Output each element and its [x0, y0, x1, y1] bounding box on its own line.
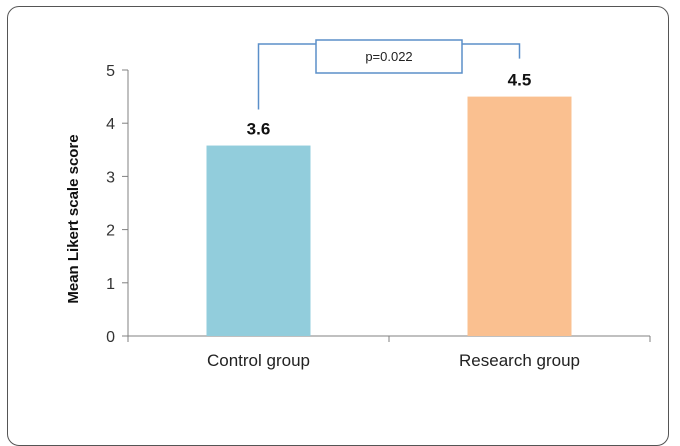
significance-annotation: p=0.022: [257, 39, 521, 110]
y-axis-title: Mean Likert scale score: [65, 134, 82, 303]
bar-value-label: 4.5: [508, 71, 532, 90]
bar-value-label: 3.6: [247, 120, 271, 139]
y-tick-label: 5: [106, 63, 115, 80]
data-labels: 3.6 4.5: [247, 71, 532, 139]
y-tick-label: 4: [106, 116, 115, 133]
x-axis: Control group Research group: [127, 335, 651, 370]
p-value-box: [315, 39, 463, 74]
y-axis: 0 1 2 3 4 5: [106, 63, 129, 346]
x-tick-label: Research group: [459, 351, 580, 370]
bar: [206, 145, 311, 336]
x-tick-label: Control group: [207, 351, 310, 370]
y-tick-label: 1: [106, 276, 115, 293]
bar: [467, 96, 572, 336]
y-tick-label: 0: [106, 329, 115, 346]
bars: [206, 96, 572, 336]
p-value-label: p=0.022: [365, 49, 412, 64]
y-tick-label: 2: [106, 223, 115, 240]
y-tick-label: 3: [106, 169, 115, 186]
